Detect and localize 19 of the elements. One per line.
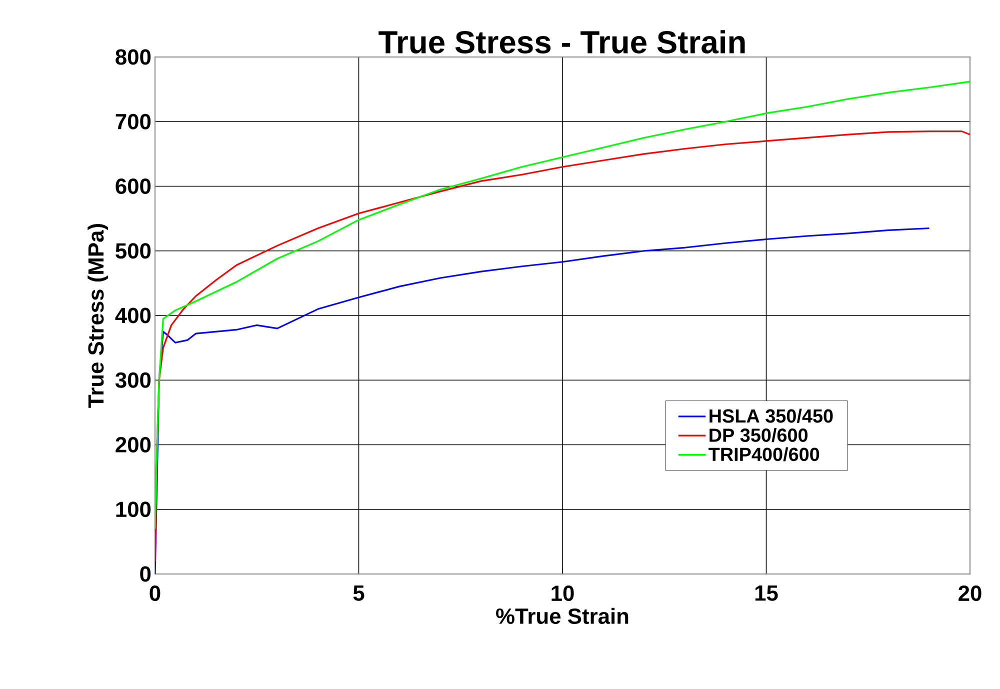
x-axis-title: %True Strain <box>496 608 628 624</box>
legend-label: DP 350/600 <box>710 428 808 442</box>
y-tick-label: 600 <box>116 178 151 194</box>
x-tick-label: 15 <box>755 586 778 601</box>
y-tick-label: 800 <box>116 49 151 65</box>
y-tick-label: 300 <box>115 372 151 388</box>
y-tick-label: 200 <box>116 436 151 453</box>
y-axis-title: True Stress (MPa) <box>88 224 108 408</box>
y-tick-label: 400 <box>115 308 151 324</box>
y-tick-label: 0 <box>140 566 151 582</box>
chart-title: True Stress - True Strain <box>378 30 745 54</box>
x-tick-label: 20 <box>958 586 982 602</box>
y-tick-label: 500 <box>116 243 151 259</box>
y-tick-label: 100 <box>116 502 151 518</box>
legend-label: HSLA 350/450 <box>710 408 833 423</box>
x-tick-label: 5 <box>353 586 364 601</box>
x-tick-label: 10 <box>552 586 574 602</box>
legend-label: TRIP400/600 <box>708 447 820 462</box>
y-tick-label: 700 <box>116 114 151 130</box>
